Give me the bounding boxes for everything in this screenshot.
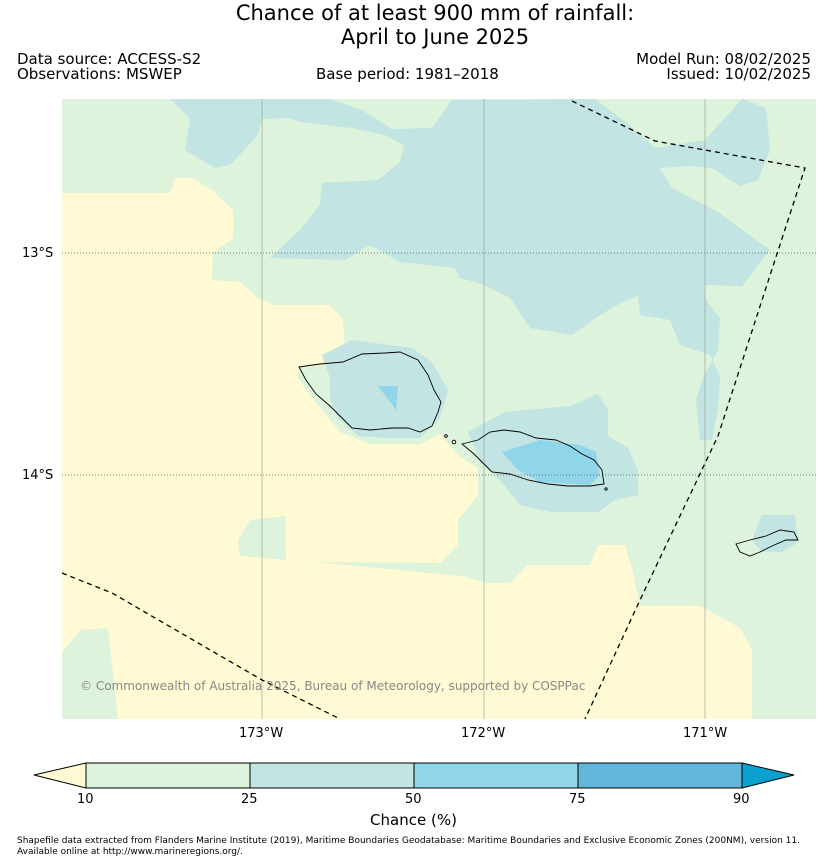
footer-line2: Available online at http://www.marinereg… <box>17 847 243 857</box>
data-source: Data source: ACCESS-S2 <box>17 50 202 68</box>
colorbar-tick: 90 <box>733 792 750 807</box>
band-below-10 <box>62 178 752 719</box>
colorbar-title: Chance (%) <box>370 811 457 829</box>
colorbar-tick: 50 <box>405 792 422 807</box>
upolu-island <box>461 429 605 487</box>
map-title-line1: Chance of at least 900 mm of rainfall: <box>235 1 635 25</box>
lon-tick: 172°W <box>461 726 506 741</box>
map-title-line2: April to June 2025 <box>340 25 530 49</box>
observations: Observations: MSWEP <box>17 65 182 83</box>
band-10-25-patch <box>62 628 118 719</box>
colorbar <box>33 762 795 789</box>
colorbar-above-90 <box>741 762 795 789</box>
band-50-75 <box>502 440 600 485</box>
colorbar-tick: 25 <box>241 792 258 807</box>
coastlines <box>298 351 799 557</box>
tutuila-island <box>735 529 799 557</box>
issued-date: Issued: 10/02/2025 <box>666 65 811 83</box>
savaii-island <box>298 351 442 433</box>
footer-line1: Shapefile data extracted from Flanders M… <box>17 836 800 846</box>
colorbar-below-10 <box>33 762 87 789</box>
band-25-50 <box>170 99 770 440</box>
copyright-notice: © Commonwealth of Australia 2025, Bureau… <box>80 679 586 693</box>
colorbar-tick: 10 <box>77 792 94 807</box>
lat-tick: 13°S <box>22 246 54 261</box>
lat-tick: 14°S <box>22 468 54 483</box>
model-run: Model Run: 08/02/2025 <box>636 50 811 68</box>
lon-tick: 173°W <box>239 726 284 741</box>
base-period: Base period: 1981–2018 <box>316 65 499 83</box>
band-50-75 <box>378 386 398 410</box>
lon-tick: 171°W <box>683 726 728 741</box>
colorbar-tick: 75 <box>569 792 586 807</box>
gridlines <box>261 99 706 719</box>
band-25-50 <box>752 515 798 552</box>
colorbar-75-90 <box>577 762 743 789</box>
maritime-boundary <box>61 100 806 720</box>
colorbar-10-25 <box>85 762 251 789</box>
colorbar-25-50 <box>249 762 415 789</box>
colorbar-50-75 <box>413 762 579 789</box>
